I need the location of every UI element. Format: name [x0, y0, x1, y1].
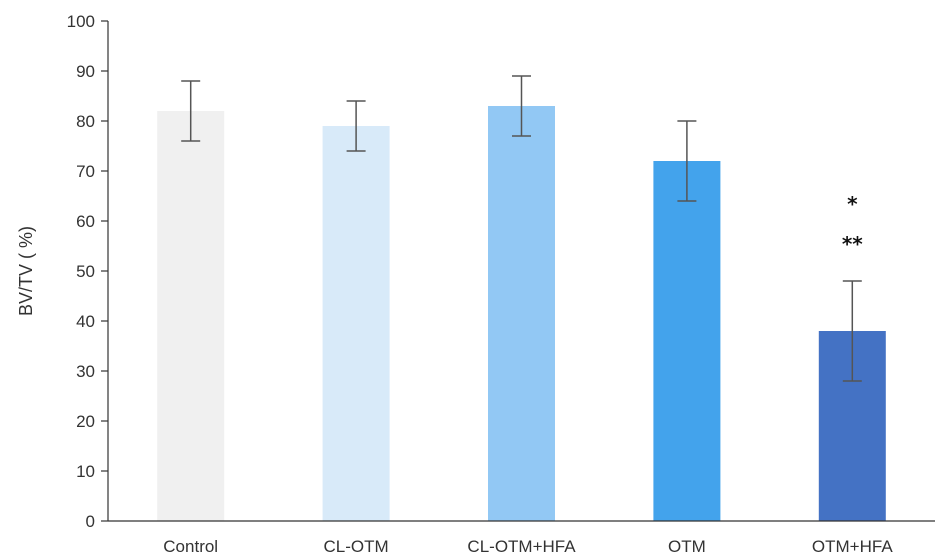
x-tick-label: OTM: [668, 537, 706, 556]
bar-cl-otm-hfa: [488, 106, 555, 521]
y-tick-label: 80: [76, 112, 95, 131]
x-tick-label: CL-OTM: [324, 537, 389, 556]
significance-marker: *: [847, 192, 858, 216]
y-tick-label: 30: [76, 362, 95, 381]
y-axis-title: BV/TV ( %): [16, 226, 36, 316]
error-bar: [512, 75, 531, 137]
y-tick-label: 70: [76, 162, 95, 181]
y-tick-label: 90: [76, 62, 95, 81]
y-tick-label: 50: [76, 262, 95, 281]
x-tick-label: Control: [163, 537, 218, 556]
significance-marker: **: [842, 232, 863, 256]
y-tick-label: 20: [76, 412, 95, 431]
y-tick-label: 40: [76, 312, 95, 331]
bar-cl-otm: [322, 126, 390, 521]
x-tick-label: OTM+HFA: [812, 537, 893, 556]
error-bar: [842, 280, 862, 382]
y-tick-label: 100: [67, 12, 95, 31]
bars: [157, 106, 886, 521]
y-tick-label: 0: [86, 512, 95, 531]
y-tick-label: 60: [76, 212, 95, 231]
error-bars: [181, 75, 862, 382]
bar-otm: [653, 161, 721, 521]
bar-control: [157, 111, 225, 521]
error-bar: [346, 100, 366, 152]
x-axis: Control CL-OTM CL-OTM+HFA OTM OTM+HFA: [108, 520, 935, 556]
error-bar: [677, 120, 697, 202]
y-axis: 0 10 20 30 40 50 60 70 80 90 100: [67, 12, 109, 531]
error-bar: [181, 80, 201, 142]
significance-annotations: ***: [842, 192, 863, 256]
x-tick-label: CL-OTM+HFA: [467, 537, 576, 556]
y-tick-label: 10: [76, 462, 95, 481]
